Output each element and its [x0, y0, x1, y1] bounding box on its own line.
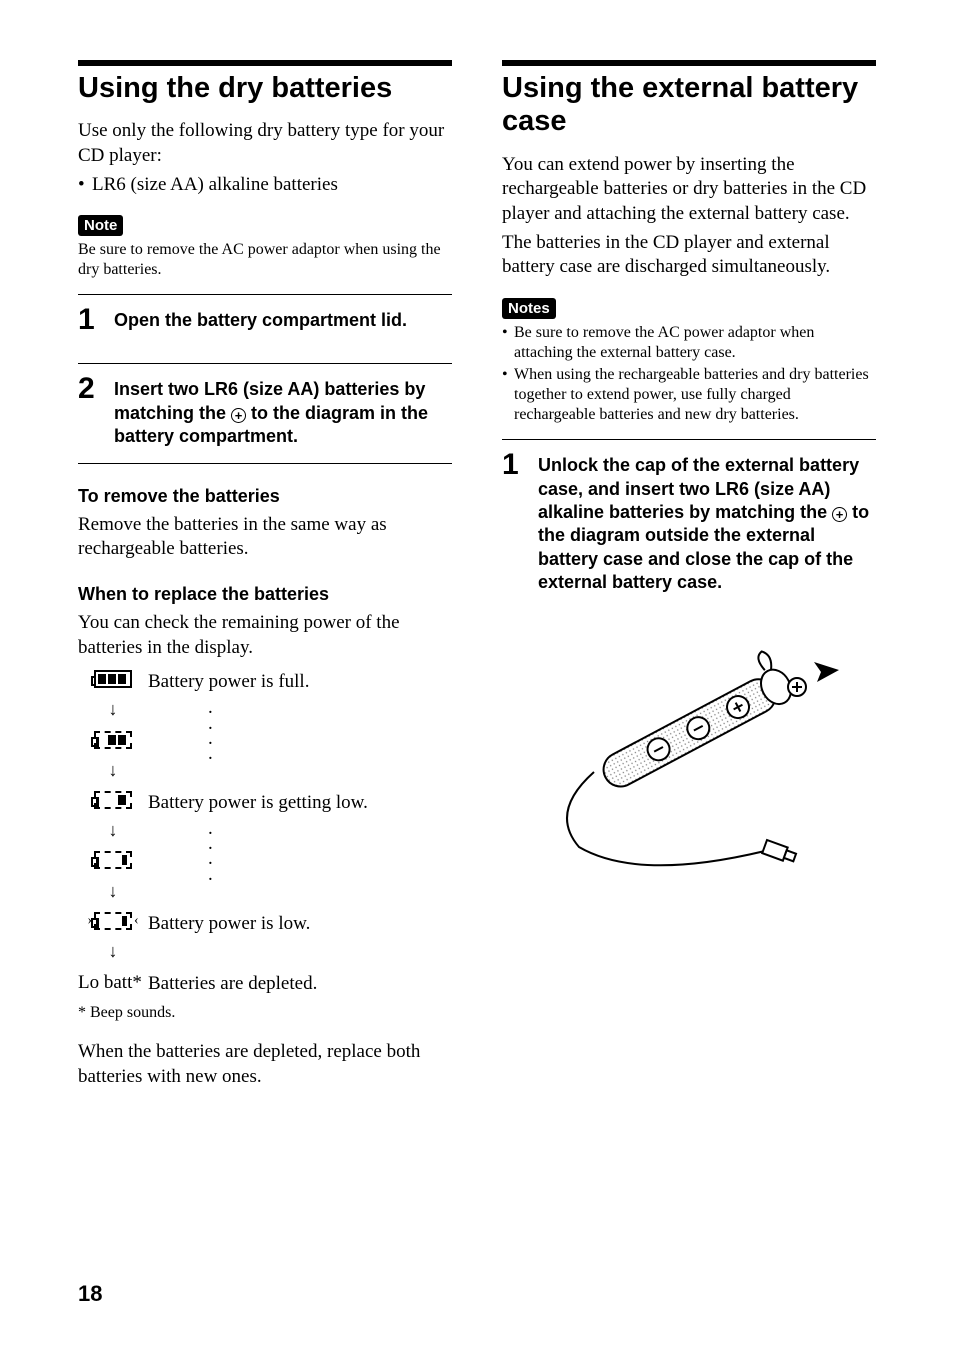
bullet-mark: •	[78, 173, 92, 198]
lo-batt-label: Lo batt*	[78, 972, 142, 994]
ext-step-1: 1 Unlock the cap of the external battery…	[502, 439, 876, 608]
battery-two-bars-icon	[94, 731, 132, 749]
external-battery-diagram	[502, 632, 876, 872]
vertical-dots: ..	[148, 700, 213, 730]
arrow-down-icon: ↓	[109, 700, 118, 718]
section-rule	[78, 60, 452, 66]
battery-empty-icon	[94, 851, 132, 869]
insert-arrow-icon	[814, 662, 839, 682]
battery-full-label: Battery power is full.	[148, 670, 309, 693]
battery-type-bullet: • LR6 (size AA) alkaline batteries	[78, 173, 452, 198]
remove-body: Remove the batteries in the same way as …	[78, 513, 452, 562]
battery-low-flashing-icon: › ‹	[87, 912, 138, 930]
subheading-remove: To remove the batteries	[78, 486, 452, 507]
arrow-down-icon: ↓	[109, 761, 118, 779]
vertical-dots: ..	[148, 731, 213, 761]
arrow-down-icon: ↓	[109, 821, 118, 839]
battery-getting-low-label: Battery power is getting low.	[148, 791, 368, 814]
subheading-replace: When to replace the batteries	[78, 584, 452, 605]
ext-note-a: • Be sure to remove the AC power adaptor…	[502, 323, 876, 363]
step-number-1: 1	[78, 305, 114, 335]
battery-full-icon	[94, 670, 132, 688]
section-title-dry-batteries: Using the dry batteries	[78, 72, 452, 105]
step-2-text: Insert two LR6 (size AA) batteries by ma…	[114, 374, 452, 448]
battery-type-text: LR6 (size AA) alkaline batteries	[92, 173, 338, 198]
intro-text: Use only the following dry battery type …	[78, 119, 452, 168]
page-number: 18	[78, 1281, 102, 1307]
ext-step-number-1: 1	[502, 450, 538, 594]
arrow-down-icon: ↓	[109, 942, 118, 960]
arrow-down-icon: ↓	[109, 882, 118, 900]
step-number-2: 2	[78, 374, 114, 448]
section-title-external-case: Using the external battery case	[502, 72, 876, 139]
battery-case-illustration-icon	[539, 632, 839, 872]
left-column: Using the dry batteries Use only the fol…	[78, 60, 452, 1093]
closing-text: When the batteries are depleted, replace…	[78, 1040, 452, 1089]
battery-level-table: Battery power is full. ↓ .. .. ↓	[78, 670, 452, 1002]
polarity-plus-icon: +	[832, 507, 847, 522]
beep-footnote: * Beep sounds.	[78, 1004, 452, 1022]
battery-one-bar-icon	[94, 791, 132, 809]
replace-body: You can check the remaining power of the…	[78, 611, 452, 660]
battery-low-label: Battery power is low.	[148, 912, 310, 935]
ext-step-1-text: Unlock the cap of the external battery c…	[538, 450, 876, 594]
notes-badge: Notes	[502, 298, 556, 319]
note-body: Be sure to remove the AC power adaptor w…	[78, 240, 452, 280]
ext-note-b: • When using the rechargeable batteries …	[502, 365, 876, 425]
ext-p2: The batteries in the CD player and exter…	[502, 231, 876, 280]
step-1-text: Open the battery compartment lid.	[114, 305, 407, 335]
vertical-dots: ..	[148, 821, 213, 851]
polarity-plus-icon: +	[231, 408, 246, 423]
step-1: 1 Open the battery compartment lid.	[78, 294, 452, 349]
step-2: 2 Insert two LR6 (size AA) batteries by …	[78, 363, 452, 463]
note-badge: Note	[78, 215, 123, 236]
right-column: Using the external battery case You can …	[502, 60, 876, 1093]
battery-depleted-label: Batteries are depleted.	[148, 972, 317, 995]
ext-p1: You can extend power by inserting the re…	[502, 153, 876, 227]
vertical-dots: ..	[148, 851, 213, 881]
section-rule	[502, 60, 876, 66]
